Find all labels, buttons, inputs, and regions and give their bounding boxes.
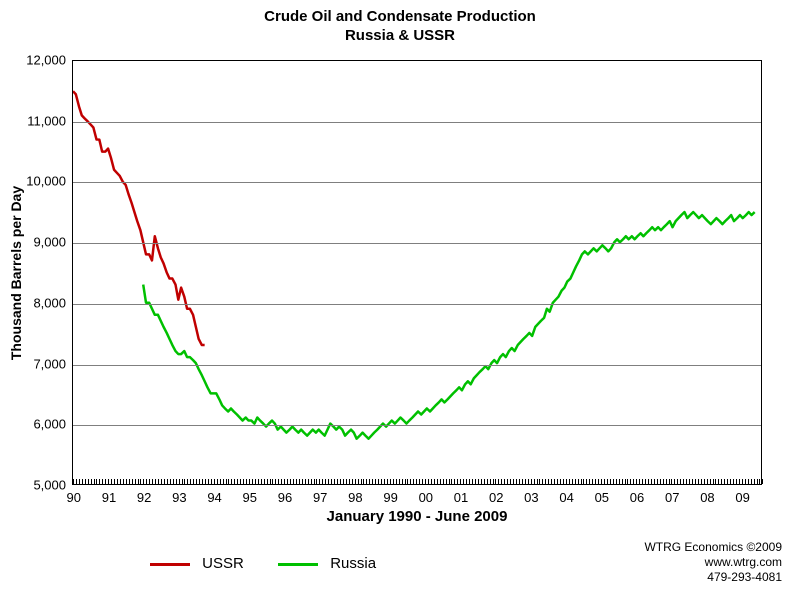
x-tick-label: 00	[419, 490, 433, 505]
x-tick-label: 02	[489, 490, 503, 505]
x-tick-label: 95	[243, 490, 257, 505]
chart-title: Crude Oil and Condensate Production Russ…	[0, 0, 800, 46]
plot-area	[72, 60, 762, 485]
y-tick-label: 12,000	[6, 53, 66, 68]
legend-item-russia: Russia	[278, 555, 376, 572]
y-tick-label: 6,000	[6, 417, 66, 432]
series-russia	[143, 212, 754, 439]
y-tick-label: 10,000	[6, 174, 66, 189]
y-tick-label: 11,000	[6, 113, 66, 128]
gridline	[73, 365, 761, 366]
legend-swatch-russia	[278, 563, 318, 566]
gridline	[73, 182, 761, 183]
x-tick-label: 09	[735, 490, 749, 505]
x-tick-label: 99	[383, 490, 397, 505]
credit-line1: WTRG Economics ©2009	[644, 540, 782, 555]
x-tick-label: 07	[665, 490, 679, 505]
x-tick-label: 94	[207, 490, 221, 505]
x-tick-label: 92	[137, 490, 151, 505]
x-tick-label: 05	[595, 490, 609, 505]
x-tick-label: 98	[348, 490, 362, 505]
gridline	[73, 243, 761, 244]
legend-swatch-ussr	[150, 563, 190, 566]
y-tick-label: 8,000	[6, 295, 66, 310]
line-series	[73, 61, 761, 484]
credit-line3: 479-293-4081	[644, 570, 782, 585]
x-tick-label: 97	[313, 490, 327, 505]
title-line2: Russia & USSR	[0, 27, 800, 46]
y-tick-label: 7,000	[6, 356, 66, 371]
title-line1: Crude Oil and Condensate Production	[0, 8, 800, 27]
credit-line2: www.wtrg.com	[644, 555, 782, 570]
x-tick-label: 91	[102, 490, 116, 505]
legend-label-russia: Russia	[330, 555, 376, 572]
y-tick-label: 9,000	[6, 235, 66, 250]
gridline	[73, 425, 761, 426]
x-axis-title: January 1990 - June 2009	[72, 508, 762, 525]
x-tick-label: 08	[700, 490, 714, 505]
y-axis-title: Thousand Barrels per Day	[8, 185, 24, 359]
gridline	[73, 304, 761, 305]
x-tick-label: 90	[67, 490, 81, 505]
gridline	[73, 122, 761, 123]
x-tick-label: 01	[454, 490, 468, 505]
legend: USSR Russia	[150, 555, 406, 572]
credit-block: WTRG Economics ©2009 www.wtrg.com 479-29…	[644, 540, 782, 585]
series-ussr	[73, 91, 205, 345]
x-tick-label: 96	[278, 490, 292, 505]
legend-item-ussr: USSR	[150, 555, 244, 572]
x-tick-label: 03	[524, 490, 538, 505]
y-tick-label: 5,000	[6, 478, 66, 493]
x-tick-label: 93	[172, 490, 186, 505]
legend-label-ussr: USSR	[202, 555, 244, 572]
chart-area: Thousand Barrels per Day January 1990 - …	[72, 60, 762, 485]
x-tick-label: 06	[630, 490, 644, 505]
x-tick-label: 04	[559, 490, 573, 505]
